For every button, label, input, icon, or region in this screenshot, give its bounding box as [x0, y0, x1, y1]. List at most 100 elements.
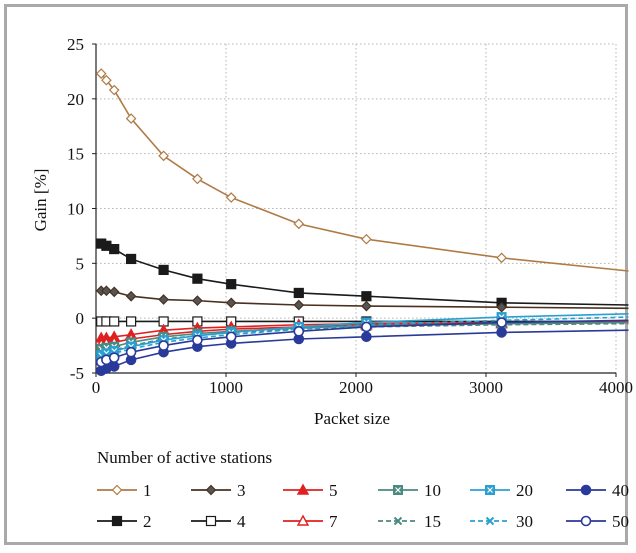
- data-point: [361, 300, 372, 312]
- y-tick-label: 20: [67, 90, 84, 109]
- legend-item-15: 15: [378, 512, 441, 531]
- data-point: [225, 192, 237, 203]
- legend-marker: [485, 516, 495, 526]
- y-tick-label: 5: [76, 254, 85, 273]
- data-point: [125, 290, 137, 302]
- y-tick-label: 25: [67, 35, 84, 54]
- data-point: [361, 233, 372, 245]
- legend-label: 2: [143, 512, 152, 531]
- legend: 1 3 5 10 20 40 2 4 7 15 30 50: [97, 481, 629, 531]
- legend-item-7: 7: [283, 512, 338, 531]
- legend-label: 1: [143, 481, 152, 500]
- data-point: [108, 352, 120, 363]
- legend-label: 5: [329, 481, 338, 500]
- data-point: [108, 84, 120, 96]
- y-tick-label: 15: [67, 145, 84, 164]
- data-point: [496, 327, 507, 338]
- data-point: [192, 173, 203, 185]
- legend-item-40: 40: [566, 481, 629, 500]
- legend-label: 20: [516, 481, 533, 500]
- data-point: [225, 297, 237, 309]
- x-tick-label: 3000: [469, 378, 503, 397]
- y-axis-label: Gain [%]: [31, 169, 50, 232]
- data-point: [101, 74, 112, 86]
- legend-label: 15: [424, 512, 441, 531]
- data-point: [158, 340, 169, 351]
- legend-marker: [580, 484, 592, 496]
- data-point: [101, 285, 112, 297]
- legend-label: 40: [612, 481, 629, 500]
- data-point: [158, 294, 169, 305]
- data-point: [226, 279, 237, 290]
- data-point: [125, 316, 137, 327]
- x-tick-label: 0: [92, 378, 101, 397]
- y-tick-label: 10: [67, 200, 84, 219]
- data-point: [496, 252, 507, 264]
- data-point: [109, 316, 120, 327]
- data-point: [293, 326, 305, 337]
- series: [95, 68, 629, 377]
- legend-item-5: 5: [283, 481, 338, 500]
- legend-title: Number of active stations: [97, 448, 272, 467]
- chart-frame: [4, 4, 628, 545]
- data-point: [361, 291, 372, 302]
- legend-label: 7: [329, 512, 338, 531]
- series-40: [95, 327, 629, 377]
- series-2: [96, 238, 629, 308]
- legend-item-1: 1: [97, 481, 152, 500]
- tick-labels: 0 1000 2000 3000 4000 -5 0 5 10 15 20 25: [67, 35, 633, 397]
- series-1: [95, 68, 629, 272]
- data-point: [496, 317, 507, 328]
- data-point: [192, 295, 203, 306]
- legend-marker: [393, 485, 403, 495]
- legend-marker: [393, 516, 403, 526]
- data-point: [125, 253, 137, 265]
- data-point: [158, 264, 169, 276]
- y-tick-label: -5: [70, 364, 84, 383]
- legend-marker: [111, 484, 123, 496]
- y-tick-label: 0: [76, 309, 85, 328]
- legend-item-2: 2: [97, 512, 152, 531]
- series-50: [95, 317, 629, 368]
- legend-marker: [296, 514, 310, 526]
- x-axis-label: Packet size: [314, 409, 390, 428]
- legend-label: 4: [237, 512, 246, 531]
- legend-label: 30: [516, 512, 533, 531]
- legend-item-4: 4: [191, 512, 246, 531]
- series-3: [95, 285, 629, 313]
- data-point: [108, 286, 120, 298]
- data-point: [361, 331, 372, 343]
- data-point: [125, 346, 137, 358]
- data-point: [361, 321, 372, 333]
- data-point: [192, 334, 203, 346]
- legend-marker: [296, 483, 310, 495]
- data-point: [225, 331, 237, 343]
- legend-marker: [205, 484, 217, 496]
- legend-item-10: 10: [378, 481, 441, 500]
- legend-item-30: 30: [470, 512, 533, 531]
- legend-item-3: 3: [191, 481, 246, 500]
- data-point: [293, 287, 304, 299]
- data-point: [109, 243, 120, 255]
- data-point: [125, 113, 137, 124]
- x-tick-label: 2000: [339, 378, 373, 397]
- legend-label: 10: [424, 481, 441, 500]
- data-point: [496, 301, 507, 313]
- legend-marker: [111, 515, 123, 527]
- data-point: [108, 361, 120, 372]
- legend-label: 50: [612, 512, 629, 531]
- data-point: [192, 273, 203, 284]
- legend-marker: [580, 515, 592, 527]
- legend-item-50: 50: [566, 512, 629, 531]
- data-point: [293, 299, 305, 311]
- x-tick-label: 4000: [599, 378, 633, 397]
- grid: [96, 43, 617, 373]
- legend-item-20: 20: [470, 481, 533, 500]
- x-tick-label: 1000: [209, 378, 243, 397]
- legend-marker: [485, 485, 495, 495]
- data-point: [158, 150, 169, 162]
- data-point: [293, 218, 305, 230]
- legend-marker: [205, 515, 217, 527]
- legend-label: 3: [237, 481, 246, 500]
